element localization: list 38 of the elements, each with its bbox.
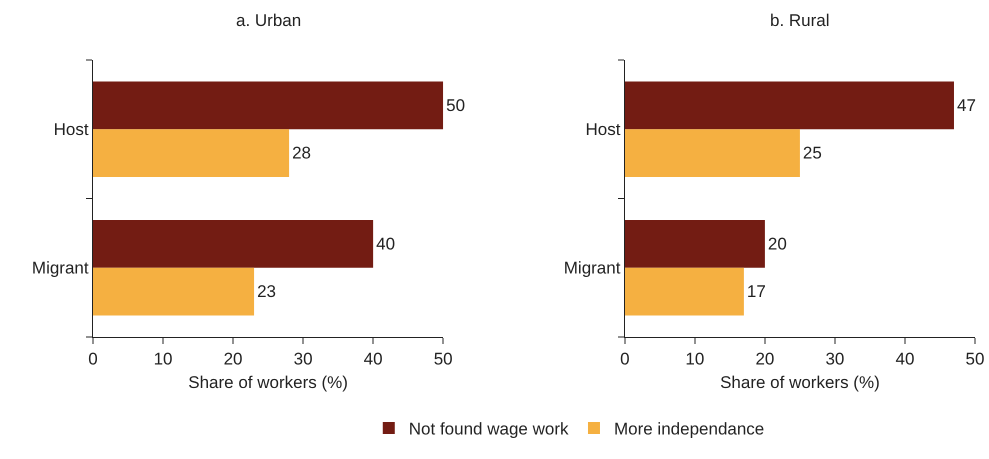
x-tick-label: 0 — [620, 349, 630, 368]
legend-label: More independance — [614, 420, 764, 439]
y-tick-label: Host — [54, 120, 89, 140]
x-tick-label: 40 — [364, 349, 383, 368]
data-label: 28 — [292, 144, 312, 163]
x-tick-label: 30 — [294, 349, 313, 368]
x-tick-label: 30 — [825, 349, 844, 368]
bar — [624, 268, 744, 316]
y-tick-label: Migrant — [564, 258, 621, 278]
x-tick-label: 50 — [434, 349, 453, 368]
x-tick-label: 0 — [88, 349, 98, 368]
legend-label: Not found wage work — [408, 420, 569, 439]
data-label: 17 — [746, 282, 766, 302]
data-label: 20 — [768, 234, 787, 254]
y-tick-label: Host — [585, 120, 621, 140]
bar — [93, 268, 254, 316]
x-tick-label: 20 — [224, 349, 243, 368]
x-tick-label: 40 — [896, 349, 914, 368]
bar — [624, 81, 954, 130]
y-tick-label: Migrant — [32, 258, 89, 278]
data-label: 50 — [446, 96, 466, 115]
bar — [624, 129, 800, 178]
x-tick-label: 50 — [966, 349, 984, 368]
x-tick-label: 10 — [685, 349, 704, 368]
data-label: 40 — [376, 234, 396, 254]
data-label: 25 — [802, 144, 822, 163]
bar — [624, 220, 765, 268]
x-axis-title: Share of workers (%) — [188, 372, 348, 392]
data-label: 23 — [257, 282, 276, 302]
data-label: 47 — [956, 96, 976, 115]
bar — [93, 81, 444, 130]
bar — [93, 220, 374, 268]
chart-title: a. Urban — [236, 11, 302, 30]
bar — [93, 129, 290, 178]
x-tick-label: 10 — [154, 349, 172, 368]
x-axis-title: Share of workers (%) — [720, 372, 880, 392]
x-tick-label: 20 — [755, 349, 774, 368]
chart-title: b. Rural — [770, 11, 830, 30]
